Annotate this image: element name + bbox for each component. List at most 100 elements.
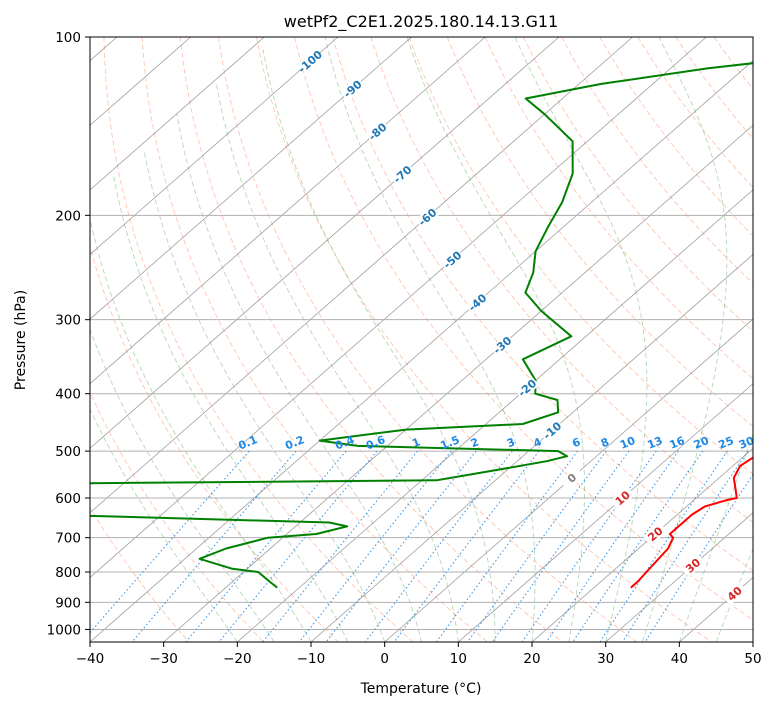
dry-adiabat <box>484 37 753 380</box>
isotherm-label-bg <box>465 290 490 315</box>
y-tick-label: 400 <box>55 387 81 403</box>
moist-adiabat-lines <box>90 37 753 642</box>
mixing-ratio-label: 10 <box>618 434 637 452</box>
x-tick-label: 30 <box>597 651 614 667</box>
isotherm-label-bg <box>559 466 584 490</box>
temperature-profile-line <box>630 456 753 589</box>
mixing-ratio-line <box>325 450 477 642</box>
isotherm-label-bg <box>539 418 565 443</box>
y-tick-label: 200 <box>55 208 81 224</box>
x-axis-ticks: −40 −30 −20 −10 0 10 20 30 40 50 <box>76 642 762 667</box>
dry-adiabat <box>179 37 563 642</box>
isotherm-label-bg <box>722 581 747 606</box>
isotherm <box>90 60 753 642</box>
dry-adiabat <box>370 37 753 523</box>
mixing-ratio-line <box>435 450 579 642</box>
y-axis-ticks: 100 200 300 400 500 600 700 800 900 1000 <box>47 30 90 638</box>
moist-adiabat <box>176 114 422 642</box>
isotherm-label-bg <box>514 376 540 400</box>
y-tick-label: 300 <box>55 313 81 329</box>
moist-adiabat <box>112 173 349 642</box>
y-tick-label: 800 <box>55 565 81 581</box>
dry-adiabat <box>90 506 190 642</box>
moist-adiabat <box>324 37 536 642</box>
mixing-ratio-label: 30 <box>737 434 756 452</box>
mixing-ratio-line <box>545 450 679 642</box>
dry-adiabat <box>103 37 414 642</box>
isotherm <box>90 37 560 449</box>
isotherm <box>90 37 707 578</box>
moist-adiabat <box>90 216 312 642</box>
isotherm <box>90 37 412 320</box>
dry-adiabat <box>599 37 753 237</box>
isotherm-label-bg <box>297 49 323 74</box>
x-tick-label: 50 <box>744 651 761 667</box>
isotherm <box>384 318 753 642</box>
mixing-ratio-label: 3 <box>505 435 517 450</box>
isotherm <box>90 37 339 255</box>
series-lines <box>90 62 753 589</box>
mixing-ratio-label: 16 <box>668 434 687 452</box>
dry-adiabat <box>90 244 339 642</box>
y-tick-label: 500 <box>55 444 81 460</box>
isotherm <box>458 383 753 642</box>
plot-frame <box>89 36 754 643</box>
dry-adiabat <box>217 37 638 642</box>
isotherm-label-bg <box>642 522 668 546</box>
mixing-ratio-label: 13 <box>645 434 664 452</box>
mixing-ratio-line <box>218 450 378 642</box>
y-tick-label: 900 <box>55 595 81 611</box>
dry-adiabat <box>141 37 488 642</box>
dry-adiabat <box>256 37 712 642</box>
dry-adiabat <box>637 37 753 189</box>
y-tick-label: 600 <box>55 491 81 507</box>
chart-title: wetPf2_C2E1.2025.180.14.13.G11 <box>284 12 558 32</box>
isotherm-label-bg <box>610 486 635 510</box>
isotherm <box>310 253 753 642</box>
moist-adiabat <box>514 37 648 642</box>
isotherm-label-bg <box>365 119 390 144</box>
y-tick-label: 700 <box>55 531 81 547</box>
x-axis-label: Temperature (°C) <box>360 681 482 697</box>
x-tick-label: −20 <box>223 651 252 667</box>
mixing-ratio-line <box>298 450 452 642</box>
x-tick-label: −30 <box>149 651 178 667</box>
y-axis-label: Pressure (hPa) <box>13 290 29 390</box>
dry-adiabat <box>522 37 753 332</box>
mixing-ratio-line <box>599 450 728 642</box>
mixing-ratio-label: 1 <box>410 435 422 450</box>
dry-adiabat <box>90 391 264 642</box>
moist-adiabat <box>642 37 728 642</box>
moist-adiabat <box>406 37 585 642</box>
moist-adiabat <box>90 407 238 642</box>
isotherm-label-bg <box>440 247 465 272</box>
x-tick-label: −40 <box>76 651 105 667</box>
isotherm-label-bg <box>680 553 706 578</box>
moist-adiabat <box>262 49 496 642</box>
x-tick-label: 20 <box>523 651 540 667</box>
isotherm <box>605 512 753 642</box>
dry-adiabat <box>408 37 753 475</box>
isotherm <box>237 189 753 642</box>
mixing-ratio-line <box>572 450 704 642</box>
x-tick-label: 0 <box>380 651 389 667</box>
mixing-ratio-line <box>185 450 347 642</box>
mixing-ratio-label: 20 <box>692 434 711 452</box>
y-tick-label: 100 <box>55 30 81 46</box>
mixing-ratio-label: 8 <box>599 435 611 450</box>
x-tick-label: 40 <box>671 651 688 667</box>
plot-area: -100-90-80-70-60-50-40-30-20-10010203040… <box>90 37 756 642</box>
mixing-ratio-label: 25 <box>717 434 736 452</box>
isotherm-label-bg <box>340 77 365 101</box>
isotherm <box>90 37 265 191</box>
mixing-ratio-line <box>621 450 749 642</box>
dry-adiabat <box>294 37 753 621</box>
isotherm-label-bg <box>390 162 415 187</box>
moist-adiabat <box>90 327 275 642</box>
isotherm-label-bg <box>490 333 515 357</box>
mixing-ratio-line <box>131 450 297 642</box>
pressure-gridlines <box>90 37 753 630</box>
